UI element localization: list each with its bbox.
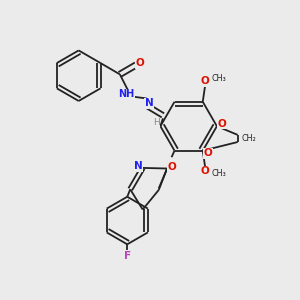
Text: O: O	[135, 58, 144, 68]
Text: CH₃: CH₃	[212, 74, 226, 83]
Text: O: O	[200, 76, 209, 86]
Text: N: N	[145, 98, 153, 109]
Text: NH: NH	[118, 89, 135, 99]
Text: O: O	[204, 148, 212, 158]
Text: O: O	[167, 162, 176, 172]
Text: H: H	[153, 118, 160, 127]
Text: CH₃: CH₃	[212, 169, 226, 178]
Text: O: O	[218, 119, 226, 129]
Text: O: O	[200, 166, 209, 176]
Text: F: F	[124, 250, 131, 261]
Text: N: N	[134, 161, 142, 171]
Text: CH₂: CH₂	[241, 134, 256, 143]
